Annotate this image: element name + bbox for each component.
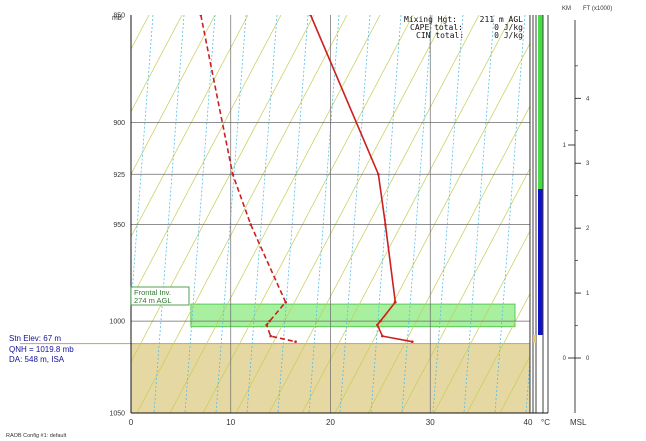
- traces: [199, 15, 414, 344]
- dry-adiabat: [367, 105, 530, 413]
- frontal-inversion-label-box: [130, 286, 190, 306]
- moist-adiabat: [215, 15, 247, 413]
- temperature-point: [309, 15, 312, 17]
- dry-adiabat: [131, 15, 315, 363]
- temperature-unit: °C: [541, 418, 550, 427]
- temperature-point: [394, 300, 397, 304]
- blue-bar: [538, 189, 543, 335]
- moist-adiabat: [494, 15, 526, 413]
- cape-key: CAPE total:: [410, 23, 463, 32]
- green-bar: [538, 15, 543, 189]
- pressure-tick-label: 925: [113, 172, 125, 179]
- mixing-height-key: Mixing Hgt:: [404, 15, 457, 24]
- pressure-tick-label: 1000: [109, 319, 125, 326]
- ft-tick-label: 2: [586, 226, 590, 232]
- dewpoint-point: [231, 172, 235, 176]
- ft-tick-label: 4: [586, 96, 590, 102]
- dry-adiabat: [131, 15, 282, 301]
- height-axis: 1 0 4 3 2 1 0: [563, 20, 590, 413]
- dewpoint-point: [199, 15, 203, 17]
- ft-tick-label: 3: [586, 161, 590, 167]
- ft-label: FT (x1000): [583, 6, 612, 12]
- km-tick-label: 1: [563, 143, 567, 149]
- pressure-axis: 850 900 925 950 1000 1050: [109, 13, 125, 418]
- grid: [131, 15, 530, 413]
- dewpoint-point: [265, 323, 268, 327]
- dry-adiabat: [131, 15, 249, 238]
- pressure-tick-label: 950: [113, 222, 125, 229]
- temperature-tick-label: 30: [426, 418, 435, 427]
- km-tick-label: 0: [563, 356, 567, 362]
- qnh-value: QNH = 1019.8 mb: [9, 345, 74, 354]
- dry-adiabat: [235, 15, 447, 413]
- cin-value: 0 J/kg: [494, 31, 523, 40]
- moist-adiabat: [401, 15, 433, 413]
- dry-adiabat: [268, 15, 480, 413]
- dry-adiabat: [400, 167, 530, 413]
- moist-adiabat: [308, 15, 340, 413]
- config-label: RAOB Config #1: default: [6, 433, 67, 439]
- temperature-axis: 0 10 20 30 40: [129, 418, 533, 427]
- moist-adiabat: [246, 15, 278, 413]
- temperature-point: [381, 334, 384, 338]
- temperature-point: [377, 172, 380, 176]
- dewpoint-trace: [200, 15, 296, 343]
- dry-adiabat: [136, 15, 348, 413]
- moist-adiabat: [370, 15, 402, 413]
- dry-adiabat: [301, 15, 513, 413]
- temperature-point: [384, 223, 387, 226]
- moist-adiabat: [463, 15, 495, 413]
- moist-adiabat: [432, 15, 464, 413]
- dry-adiabat: [131, 15, 216, 175]
- temperature-tick-label: 40: [524, 418, 533, 427]
- dry-adiabat: [169, 15, 381, 413]
- moist-adiabat: [184, 15, 216, 413]
- density-altitude: DA: 548 m, ISA: [9, 355, 65, 364]
- temperature-tick-label: 20: [326, 418, 335, 427]
- moist-adiabat: [339, 15, 371, 413]
- cape-value: 0 J/kg: [494, 23, 523, 32]
- moist-adiabat: [277, 15, 309, 413]
- dewpoint-point: [249, 223, 252, 226]
- temperature-tick-label: 10: [226, 418, 235, 427]
- dry-adiabat: [131, 15, 183, 113]
- ground-marker: [533, 335, 536, 343]
- dewpoint-point: [284, 300, 287, 304]
- dry-adiabat: [202, 15, 414, 413]
- temperature-point: [379, 319, 382, 323]
- dewpoint-point: [269, 334, 272, 338]
- ft-tick-label: 0: [586, 356, 590, 362]
- mixing-height-value: 211 m AGL: [480, 15, 524, 24]
- station-elevation: Stn Elev: 67 m: [9, 334, 61, 343]
- dry-adiabat: [466, 292, 530, 413]
- pressure-tick-label: 850: [113, 13, 125, 20]
- dry-adiabat: [334, 42, 530, 413]
- pressure-tick-label: 900: [113, 120, 125, 127]
- frontal-inversion-height: 274 m AGL: [134, 296, 172, 305]
- adiabats: [131, 15, 530, 413]
- plot-frame: [130, 15, 549, 414]
- frontal-inversion-title: Frontal Inv.: [134, 288, 171, 297]
- temperature-point: [376, 323, 379, 327]
- temperature-trace: [309, 15, 413, 343]
- msl-label: MSL: [570, 418, 587, 427]
- km-label: KM: [562, 6, 571, 12]
- pressure-unit: mb: [112, 15, 122, 22]
- ft-tick-label: 1: [586, 291, 590, 297]
- pressure-tick-label: 1050: [109, 411, 125, 418]
- temperature-tick-label: 0: [129, 418, 134, 427]
- temperature-point: [410, 340, 414, 344]
- cin-key: CIN total:: [416, 31, 464, 40]
- dewpoint-point: [268, 319, 271, 323]
- moist-adiabat: [153, 15, 185, 413]
- dewpoint-point: [294, 340, 297, 344]
